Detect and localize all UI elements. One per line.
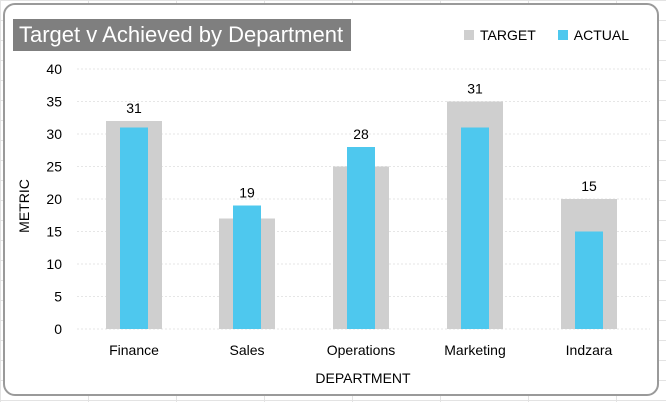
data-label: 28 [353, 126, 369, 142]
data-label: 31 [467, 81, 483, 97]
y-tick-label: 10 [46, 256, 62, 272]
y-tick-label: 30 [46, 126, 62, 142]
legend-item-actual[interactable]: ACTUAL [557, 27, 629, 43]
y-tick-label: 35 [46, 94, 62, 110]
y-tick-label: 20 [46, 191, 62, 207]
data-label: 19 [239, 185, 255, 201]
y-axis-title: METRIC [16, 179, 32, 233]
y-tick-label: 0 [54, 321, 62, 337]
legend-label-target: TARGET [480, 27, 536, 43]
x-tick-label: Sales [229, 342, 264, 358]
legend-swatch-target [464, 30, 475, 40]
chart-title[interactable]: Target v Achieved by Department [13, 19, 352, 51]
actual-bar[interactable] [120, 127, 148, 330]
actual-bar[interactable] [461, 127, 489, 330]
y-tick-label: 15 [46, 224, 62, 240]
y-tick-label: 40 [46, 61, 62, 77]
x-tick-label: Marketing [444, 342, 505, 358]
x-tick-label: Indzara [566, 342, 613, 358]
actual-bar[interactable] [233, 205, 261, 330]
actual-bar[interactable] [347, 147, 375, 329]
actual-bar[interactable] [575, 231, 603, 330]
y-tick-label: 25 [46, 159, 62, 175]
legend-item-target[interactable]: TARGET [464, 27, 536, 43]
x-axis-title: DEPARTMENT [315, 370, 411, 386]
chart-legend[interactable]: TARGET ACTUAL [464, 27, 629, 43]
plot-area: 0 5 10 15 20 25 30 35 40 31 Finance 19 Sales 28 Operat… [16, 61, 650, 386]
chart-area[interactable]: Target v Achieved by Department TARGET A… [3, 3, 659, 396]
y-tick-label: 5 [54, 289, 62, 305]
x-tick-label: Finance [109, 342, 159, 358]
legend-swatch-actual [557, 30, 568, 40]
data-label: 15 [581, 178, 597, 194]
legend-label-actual: ACTUAL [573, 27, 629, 43]
x-tick-label: Operations [327, 342, 395, 358]
data-label: 31 [126, 100, 142, 116]
